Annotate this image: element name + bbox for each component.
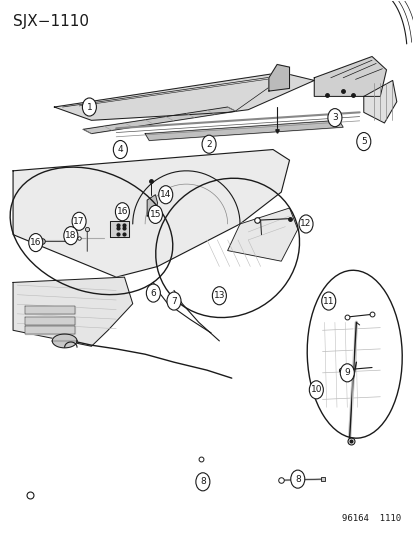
Circle shape xyxy=(28,233,43,252)
Polygon shape xyxy=(147,195,157,216)
Text: 1: 1 xyxy=(86,102,92,111)
Polygon shape xyxy=(54,72,313,120)
Text: 5: 5 xyxy=(360,137,366,146)
Circle shape xyxy=(158,185,172,204)
Text: SJX−1110: SJX−1110 xyxy=(13,14,89,29)
Text: 9: 9 xyxy=(344,368,349,377)
Polygon shape xyxy=(13,150,289,277)
Circle shape xyxy=(327,109,341,127)
Polygon shape xyxy=(363,80,396,123)
Circle shape xyxy=(356,133,370,151)
Circle shape xyxy=(115,203,129,221)
Polygon shape xyxy=(25,317,75,325)
Text: 17: 17 xyxy=(73,217,85,226)
Polygon shape xyxy=(145,120,342,141)
Text: 6: 6 xyxy=(150,288,156,297)
Text: 8: 8 xyxy=(294,475,300,483)
Text: 16: 16 xyxy=(116,207,128,216)
Circle shape xyxy=(72,212,86,230)
Circle shape xyxy=(113,141,127,159)
Polygon shape xyxy=(25,306,75,314)
Text: 18: 18 xyxy=(65,231,76,240)
Polygon shape xyxy=(227,208,297,261)
Text: 14: 14 xyxy=(160,190,171,199)
Circle shape xyxy=(309,381,323,399)
Circle shape xyxy=(148,205,162,223)
Circle shape xyxy=(195,473,209,491)
Text: 3: 3 xyxy=(331,113,337,122)
Circle shape xyxy=(212,287,226,305)
Text: 96164  1110: 96164 1110 xyxy=(341,514,400,523)
Polygon shape xyxy=(110,221,128,237)
Polygon shape xyxy=(13,277,133,346)
Text: 10: 10 xyxy=(310,385,321,394)
Text: 12: 12 xyxy=(299,220,311,229)
Polygon shape xyxy=(268,64,289,91)
Circle shape xyxy=(202,135,216,154)
Circle shape xyxy=(321,292,335,310)
Polygon shape xyxy=(313,56,386,96)
Text: 2: 2 xyxy=(206,140,211,149)
Text: 13: 13 xyxy=(213,291,225,300)
Polygon shape xyxy=(52,334,77,348)
Circle shape xyxy=(82,98,96,116)
Polygon shape xyxy=(25,326,75,334)
Text: 4: 4 xyxy=(117,145,123,154)
Circle shape xyxy=(64,227,78,245)
Circle shape xyxy=(166,292,180,310)
Text: 7: 7 xyxy=(171,296,176,305)
Text: 15: 15 xyxy=(150,210,161,219)
Circle shape xyxy=(290,470,304,488)
Text: 8: 8 xyxy=(199,478,205,486)
Circle shape xyxy=(339,364,354,382)
Text: 16: 16 xyxy=(30,238,41,247)
Polygon shape xyxy=(83,107,235,134)
Text: 11: 11 xyxy=(322,296,334,305)
Circle shape xyxy=(146,284,160,302)
Circle shape xyxy=(298,215,312,233)
